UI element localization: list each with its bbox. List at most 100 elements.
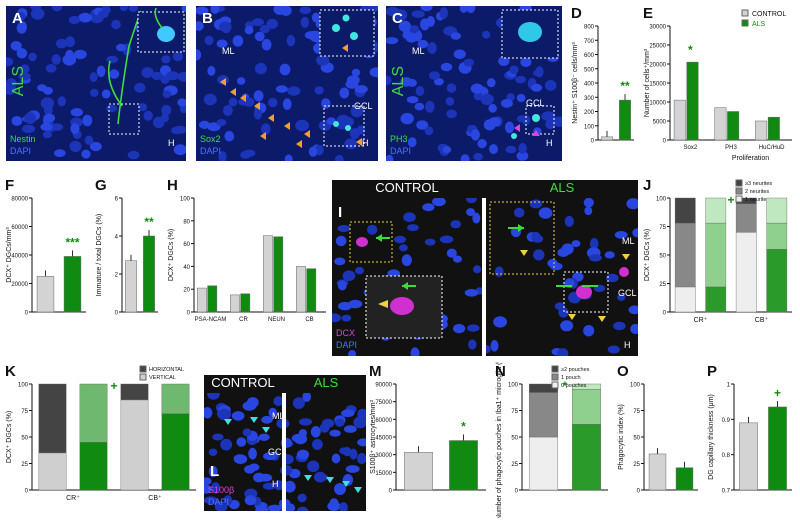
- nucleus: [51, 6, 63, 12]
- nucleus: [515, 75, 527, 84]
- nucleus: [343, 425, 357, 433]
- nucleus: [533, 69, 544, 77]
- nucleus: [218, 151, 227, 161]
- nucleus: [177, 98, 186, 107]
- nucleus: [617, 293, 626, 301]
- nucleus: [533, 249, 545, 261]
- panel-letter: C: [392, 10, 403, 27]
- nucleus: [571, 240, 581, 248]
- y-tick-label: 75000: [375, 400, 392, 406]
- nucleus: [464, 289, 479, 297]
- nucleus: [208, 448, 218, 456]
- nucleus: [335, 418, 345, 427]
- nucleus: [453, 49, 466, 59]
- nucleus: [403, 212, 416, 223]
- nucleus: [487, 78, 496, 88]
- nucleus: [65, 36, 75, 48]
- nucleus: [207, 65, 216, 76]
- nucleus: [453, 255, 462, 263]
- y-tick-label: 400: [584, 82, 595, 88]
- y-tick-label: 6: [115, 197, 119, 203]
- nucleus: [331, 453, 341, 464]
- y-tick-label: 5000: [653, 120, 667, 126]
- micrograph-c: C ALS ML GCL PH3 DAPI H: [386, 6, 562, 161]
- bar: [767, 116, 780, 141]
- y-tick-label: 20000: [649, 63, 666, 69]
- nucleus: [538, 207, 553, 219]
- y-tick-label: 50: [21, 436, 28, 442]
- nucleus: [480, 93, 494, 106]
- chart-d: D 0 100 200 300 400 500 600 700 800 Nestin⁺ S100β⁻…: [568, 4, 640, 168]
- nucleus: [470, 83, 484, 94]
- panel-letter: F: [5, 177, 14, 194]
- bar: [230, 294, 240, 313]
- chart-m: M 0 15000 30000 45000 60000 75000 90000 S100β⁺ a…: [366, 362, 492, 518]
- nucleus: [314, 86, 324, 95]
- x-tick-label: HuC/HuD: [759, 145, 785, 151]
- bar: [449, 440, 478, 491]
- nucleus: [11, 116, 23, 126]
- bar: [727, 111, 740, 141]
- y-tick-label: 100: [508, 383, 519, 389]
- nucleus: [420, 6, 433, 12]
- nucleus: [109, 69, 120, 79]
- region-label: GCL: [618, 288, 637, 298]
- significance-mark: *: [688, 43, 693, 57]
- nucleus: [292, 397, 305, 409]
- nucleus: [307, 460, 320, 473]
- nucleus: [606, 273, 619, 283]
- y-tick-label: 75: [511, 409, 518, 415]
- nucleus: [626, 198, 638, 210]
- stack-segment: [571, 383, 602, 390]
- panel-letter: D: [571, 5, 582, 22]
- nucleus: [466, 198, 477, 204]
- y-tick-label: 600: [584, 53, 595, 59]
- stack-segment: [571, 389, 602, 425]
- nucleus: [284, 154, 293, 161]
- nucleus: [16, 12, 26, 21]
- bar: [768, 406, 787, 491]
- panel-letter: B: [202, 10, 213, 27]
- significance-mark: **: [620, 79, 630, 93]
- chart-g: G 0 2 4 6 Immature / total DGCs (%) **: [92, 176, 164, 340]
- nucleus: [248, 463, 260, 471]
- nucleus: [258, 433, 270, 441]
- micrograph-i: CONTROL ALS I ML GCL DCX DAPI H: [332, 180, 638, 356]
- nuclei-layer: [204, 393, 366, 511]
- y-tick-label: 45000: [375, 436, 392, 442]
- nucleus: [217, 408, 232, 421]
- nucleus: [500, 99, 513, 108]
- y-tick-label: 0: [115, 311, 119, 317]
- nucleus: [204, 407, 213, 419]
- nucleus: [351, 68, 361, 77]
- y-axis-label: DCX⁺ DGCs/mm³: [6, 227, 13, 283]
- bar: [686, 61, 699, 141]
- nucleus: [353, 416, 366, 429]
- nucleus: [354, 85, 368, 94]
- nucleus: [253, 90, 264, 102]
- nucleus: [18, 72, 31, 81]
- y-tick-label: 25: [21, 462, 28, 468]
- y-tick-label: 2: [115, 273, 119, 279]
- nucleus: [204, 496, 218, 505]
- nestin-signal: [107, 7, 185, 135]
- legend-entry: 0 pouches: [561, 383, 587, 389]
- nucleus: [401, 254, 412, 267]
- nucleus: [69, 140, 82, 153]
- nucleus: [424, 126, 434, 136]
- y-tick-label: 100: [630, 383, 641, 389]
- y-axis-label: Immature / total DGCs (%): [96, 214, 103, 296]
- nucleus: [240, 151, 251, 159]
- bar: [63, 256, 82, 313]
- y-tick-label: 25: [659, 282, 666, 288]
- nucleus: [473, 265, 482, 274]
- nucleus: [545, 119, 556, 130]
- nucleus: [207, 393, 220, 400]
- header-control: CONTROL: [332, 180, 482, 196]
- stack-segment: [79, 442, 108, 491]
- y-tick-label: 0: [25, 489, 29, 495]
- significance-mark: +: [727, 193, 734, 207]
- nucleus: [275, 85, 288, 93]
- stack-segment: [38, 452, 67, 491]
- nucleus: [217, 75, 230, 85]
